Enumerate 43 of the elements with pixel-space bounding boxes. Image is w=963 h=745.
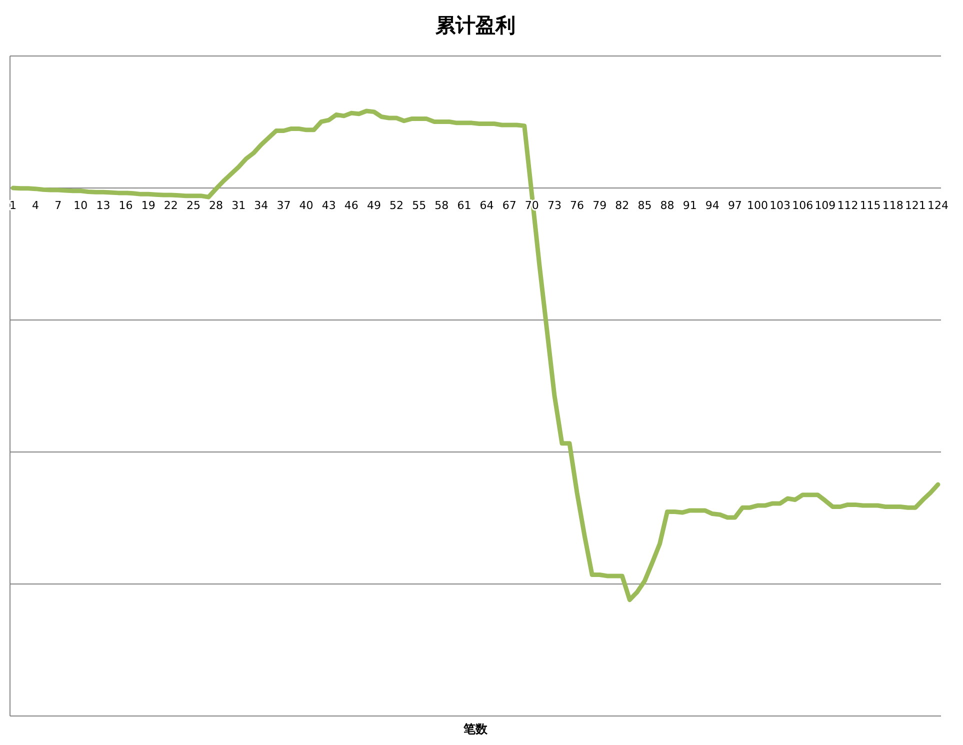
x-tick-label: 34 — [254, 199, 268, 212]
x-tick-label: 106 — [792, 199, 814, 212]
x-tick-label: 46 — [344, 199, 358, 212]
x-tick-label: 52 — [390, 199, 404, 212]
x-tick-label: 94 — [705, 199, 720, 212]
x-tick-label: 1 — [10, 199, 16, 212]
x-tick-label: 13 — [96, 199, 110, 212]
x-tick-label: 55 — [412, 199, 426, 212]
x-tick-label: 121 — [904, 199, 926, 212]
x-tick-label: 67 — [502, 199, 516, 212]
x-tick-label: 124 — [928, 199, 948, 212]
x-tick-label: 19 — [141, 199, 156, 212]
x-tick-label: 109 — [814, 199, 836, 212]
x-tick-label: 7 — [54, 199, 62, 212]
x-tick-label: 97 — [728, 199, 742, 212]
chart-title: 累计盈利 — [434, 13, 516, 37]
x-tick-label: 43 — [322, 199, 336, 212]
x-tick-label: 88 — [660, 199, 674, 212]
x-tick-label: 61 — [457, 199, 472, 212]
x-tick-label: 85 — [638, 199, 652, 212]
x-tick-label: 31 — [232, 199, 246, 212]
x-tick-label: 73 — [547, 199, 562, 212]
x-tick-label: 91 — [682, 199, 697, 212]
x-tick-label: 76 — [570, 199, 584, 212]
x-tick-label: 79 — [592, 199, 607, 212]
x-tick-label: 49 — [366, 199, 381, 212]
x-tick-label: 22 — [164, 199, 178, 212]
x-tick-label: 100 — [747, 199, 768, 212]
x-tick-label: 82 — [615, 199, 630, 212]
x-tick-label: 37 — [276, 199, 291, 212]
x-tick-label: 28 — [209, 199, 224, 212]
x-tick-label: 103 — [770, 199, 791, 212]
x-tick-label: 58 — [434, 199, 449, 212]
text: 笔数 — [462, 722, 488, 736]
x-tick-label: 10 — [74, 199, 88, 212]
x-tick-label: 16 — [118, 199, 133, 212]
x-tick-label: 25 — [186, 199, 200, 212]
x-tick-label: 40 — [299, 199, 314, 212]
x-tick-label: 112 — [837, 199, 858, 212]
x-tick-label: 4 — [32, 199, 40, 212]
x-tick-label: 115 — [860, 199, 881, 212]
x-tick-label: 118 — [882, 199, 904, 212]
x-tick-label: 64 — [480, 199, 494, 212]
